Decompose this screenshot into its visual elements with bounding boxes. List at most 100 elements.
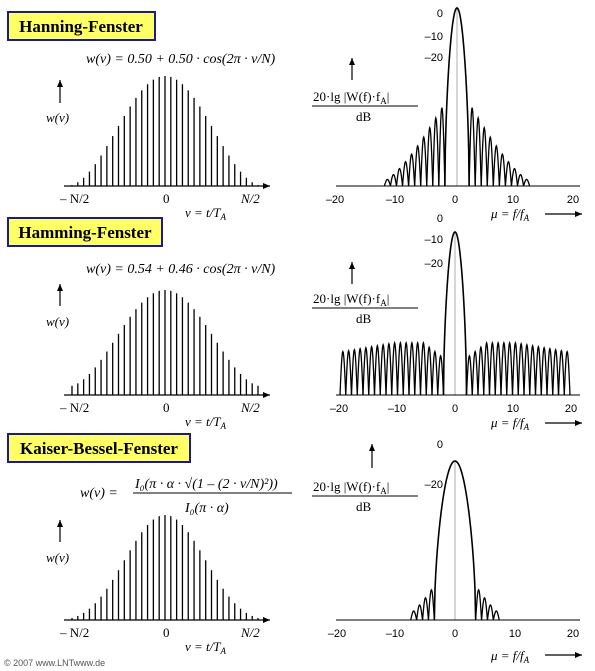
- hamming-spec-xlabel: μ = f/fA: [490, 415, 530, 432]
- hamming-spec-xtick-3: 10: [507, 403, 519, 415]
- kaiser-time-xlabel: ν = t/TA: [185, 639, 227, 656]
- side-lobe: [494, 340, 502, 396]
- hanning-title: Hanning-Fenster: [19, 17, 143, 36]
- kaiser-tick-center: 0: [163, 625, 170, 640]
- hamming-spec-xtick-0: –20: [330, 403, 348, 415]
- side-lobe: [416, 604, 424, 621]
- side-lobe: [480, 125, 488, 187]
- side-lobe: [557, 348, 565, 396]
- hamming-title-box: [7, 217, 163, 247]
- side-lobe: [431, 349, 439, 396]
- hamming-spec-xtick-2: 0: [452, 403, 458, 415]
- side-lobe: [437, 354, 445, 396]
- side-lobe: [534, 344, 542, 396]
- hamming-spec-xtick-4: 20: [565, 403, 577, 415]
- side-lobe: [408, 340, 416, 396]
- hamming-spectrum-plot: [339, 231, 571, 396]
- hamming-tick-right: N/2: [240, 400, 260, 415]
- kaiser-spec-ylabel-bottom: dB: [356, 499, 372, 514]
- side-lobe: [498, 152, 507, 187]
- side-lobe: [504, 160, 513, 187]
- side-lobe: [419, 340, 427, 396]
- kaiser-tick-left: – N/2: [59, 625, 89, 640]
- hamming-spec-ytick-2: –20: [425, 258, 443, 270]
- side-lobe: [425, 345, 433, 396]
- copyright-notice: © 2007 www.LNTwww.de: [4, 658, 105, 668]
- hamming-time-plot: [71, 290, 259, 395]
- hamming-spec-xtick-1: –10: [388, 403, 406, 415]
- side-lobe: [480, 596, 489, 621]
- kaiser-title-box: [7, 433, 191, 463]
- side-lobe: [523, 342, 531, 396]
- kaiser-spec-xlabel: μ = f/fA: [490, 648, 530, 665]
- hanning-time-plot: [71, 76, 259, 186]
- side-lobe: [488, 340, 496, 396]
- hanning-tick-right: N/2: [240, 191, 260, 206]
- side-lobe: [391, 340, 399, 396]
- kaiser-formula-numerator: I₀(π · α · √(1 – (2 · ν/N)²)): [134, 477, 278, 492]
- side-lobe: [516, 173, 525, 187]
- kaiser-spec-xtick-2: 0: [452, 628, 458, 640]
- hanning-spec-ytick-2: –20: [425, 52, 443, 64]
- side-lobe: [407, 152, 416, 187]
- side-lobe: [389, 173, 398, 187]
- hamming-spec-ylabel-top: 20·lg |W(f)·fA|: [313, 291, 389, 308]
- side-lobe: [506, 340, 514, 396]
- side-lobe: [517, 341, 525, 396]
- kaiser-time-axis: w(ν) – N/2 0 N/2 ν = t/TA: [46, 520, 270, 656]
- side-lobe: [468, 107, 476, 187]
- side-lobe: [540, 345, 548, 396]
- hanning-time-ylabel: w(ν): [46, 110, 69, 125]
- hamming-time-xlabel: ν = t/TA: [185, 414, 227, 431]
- side-lobe: [475, 588, 483, 621]
- side-lobe: [483, 340, 491, 396]
- panel-hanning: Hanning-Fenster w(ν) = 0.50 + 0.50 · cos…: [7, 7, 582, 223]
- side-lobe: [383, 178, 392, 187]
- hanning-tick-left: – N/2: [59, 191, 89, 206]
- side-lobe: [379, 342, 387, 396]
- main-lobe: [442, 231, 468, 396]
- kaiser-time-plot: [71, 515, 259, 620]
- side-lobe: [402, 340, 410, 396]
- hamming-title: Hamming-Fenster: [18, 223, 152, 242]
- hanning-spec-xtick-0: –20: [326, 194, 344, 206]
- panel-hamming: Hamming-Fenster w(ν) = 0.54 + 0.46 · cos…: [7, 213, 582, 432]
- side-lobe: [552, 347, 560, 396]
- side-lobe: [421, 596, 430, 621]
- kaiser-tick-right: N/2: [240, 625, 260, 640]
- side-lobe: [410, 610, 418, 621]
- hamming-time-ylabel: w(ν): [46, 314, 69, 329]
- kaiser-spec-xtick-4: 20: [567, 628, 579, 640]
- side-lobe: [401, 160, 410, 187]
- hanning-formula: w(ν) = 0.50 + 0.50 · cos(2π · ν/N): [86, 52, 276, 67]
- panel-kaiser-bessel: Kaiser-Bessel-Fenster w(ν) = I₀(π · α · …: [7, 433, 582, 665]
- hanning-spec-ytick-1: –10: [425, 31, 443, 43]
- side-lobe: [395, 167, 404, 187]
- hanning-tick-center: 0: [163, 191, 170, 206]
- kaiser-spectrum-axis: 20·lg |W(f)·fA| dB 0 –20 –20 –10 0 10 20…: [312, 439, 582, 665]
- kaiser-spec-xtick-0: –20: [328, 628, 346, 640]
- hanning-time-xlabel: ν = t/TA: [185, 205, 227, 222]
- side-lobe: [522, 178, 531, 187]
- kaiser-spec-ytick-1: –20: [425, 479, 443, 491]
- kaiser-spec-ylabel-top: 20·lg |W(f)·fA|: [313, 479, 389, 496]
- hamming-tick-center: 0: [163, 400, 170, 415]
- side-lobe: [511, 340, 519, 396]
- side-lobe: [362, 345, 370, 396]
- hanning-spectrum-axis: 20·lg |W(f)·fA| dB 0 –10 –20 –20 –10 0 1…: [312, 8, 582, 223]
- kaiser-time-ylabel: w(ν): [46, 550, 69, 565]
- hanning-spec-ylabel-top: 20·lg |W(f)·fA|: [313, 89, 389, 106]
- side-lobe: [492, 610, 500, 621]
- hanning-spec-ytick-0: 0: [437, 8, 443, 20]
- hamming-formula: w(ν) = 0.54 + 0.46 · cos(2π · ν/N): [86, 262, 276, 277]
- hamming-spec-ytick-0: 0: [437, 213, 443, 225]
- side-lobe: [427, 588, 435, 621]
- side-lobe: [474, 115, 482, 187]
- kaiser-spectrum-plot: [410, 460, 500, 621]
- side-lobe: [438, 107, 446, 187]
- hamming-time-axis: w(ν) – N/2 0 N/2 ν = t/TA: [46, 284, 270, 431]
- side-lobe: [345, 348, 353, 396]
- hanning-spec-xtick-3: 10: [507, 194, 519, 206]
- side-lobe: [368, 344, 376, 396]
